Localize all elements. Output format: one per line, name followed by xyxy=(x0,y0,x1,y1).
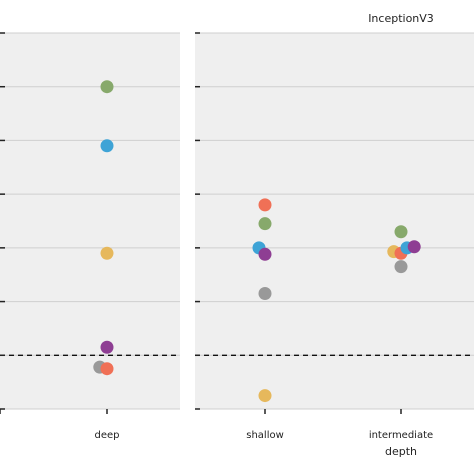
left-point-0 xyxy=(100,80,114,94)
right-point-5 xyxy=(258,389,272,403)
right-panel-ticks xyxy=(195,32,402,414)
right-panel-xtick-labels: shallow intermediate xyxy=(246,430,433,441)
right-point-4 xyxy=(258,287,272,301)
right-point-11 xyxy=(394,260,408,274)
left-point-3 xyxy=(100,340,114,354)
right-point-0 xyxy=(258,198,272,212)
left-point-2 xyxy=(100,246,114,260)
right-panel-x-axis-label: depth xyxy=(385,445,417,458)
left-panel: deep xyxy=(0,32,180,441)
right-point-6 xyxy=(394,225,408,239)
right-panel-points xyxy=(252,198,421,403)
right-panel: shallow intermediate InceptionV3 depth xyxy=(195,12,474,458)
right-x-tick-label-1: intermediate xyxy=(369,430,433,441)
right-panel-title: InceptionV3 xyxy=(368,12,434,25)
left-panel-background xyxy=(0,33,180,409)
left-panel-xtick-labels: deep xyxy=(95,430,120,441)
left-point-1 xyxy=(100,139,114,153)
right-x-tick-label-0: shallow xyxy=(246,430,284,441)
left-panel-ticks xyxy=(0,32,108,414)
right-point-10 xyxy=(407,240,421,254)
left-x-tick-label-1: deep xyxy=(95,430,120,441)
right-point-3 xyxy=(258,247,272,261)
left-panel-points xyxy=(93,80,114,376)
left-point-5 xyxy=(100,362,114,376)
right-panel-background xyxy=(195,33,474,409)
right-point-1 xyxy=(258,217,272,231)
